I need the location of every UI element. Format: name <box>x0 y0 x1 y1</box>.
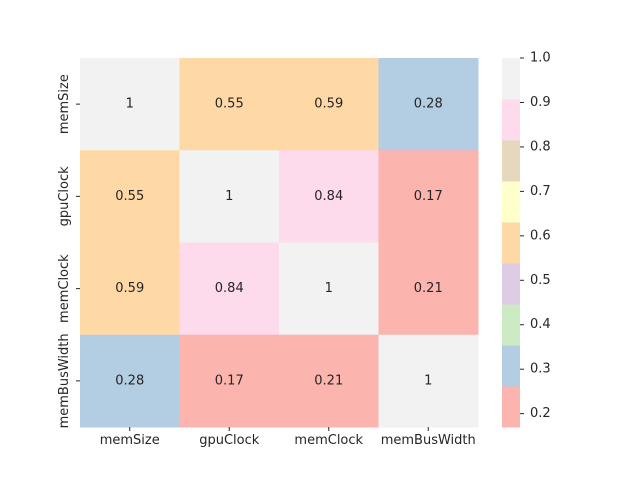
colorbar-segment <box>502 386 520 428</box>
x-tick-label: memSize <box>100 433 160 448</box>
heatmap-cell <box>378 242 479 336</box>
x-tick-label: gpuClock <box>199 433 260 448</box>
heatmap-cell <box>80 150 180 243</box>
heatmap-cell <box>179 150 280 243</box>
cell-value-label: 0.21 <box>314 373 343 388</box>
x-axis: memSize gpuClock memClock memBusWidth <box>100 427 476 448</box>
x-tick-label: memBusWidth <box>381 433 476 448</box>
colorbar-segment <box>502 140 520 182</box>
heatmap-cell-labels: 1 0.55 0.59 0.28 0.55 1 0.84 0.17 0.59 0.84 1 0.21 0… <box>115 97 442 389</box>
heatmap-cell <box>378 150 479 243</box>
colorbar-tick-label: 0.3 <box>530 362 551 377</box>
y-tick-label: memClock <box>57 254 72 323</box>
colorbar-tick-label: 0.5 <box>530 273 551 288</box>
colorbar-segment <box>502 181 520 223</box>
heatmap-cell <box>179 58 280 151</box>
cell-value-label: 0.59 <box>115 281 144 296</box>
cell-value-label: 0.84 <box>215 281 244 296</box>
heatmap-cell <box>279 150 379 243</box>
y-tick-label: memBusWidth <box>57 333 72 428</box>
cell-value-label: 1 <box>225 189 233 204</box>
cell-value-label: 1 <box>424 373 432 388</box>
heatmap-cell <box>80 334 180 428</box>
cell-value-label: 0.17 <box>414 189 443 204</box>
heatmap-cell <box>179 334 280 428</box>
cell-value-label: 0.55 <box>115 189 144 204</box>
colorbar-segment <box>502 345 520 387</box>
cell-value-label: 0.21 <box>414 281 443 296</box>
heatmap-cell <box>179 242 280 336</box>
heatmap-cell <box>80 58 180 151</box>
colorbar-tick-label: 0.2 <box>530 406 551 421</box>
cell-value-label: 0.28 <box>115 373 144 388</box>
colorbar-tick-label: 0.9 <box>530 95 551 110</box>
heatmap-cell <box>279 58 379 151</box>
colorbar-tick-label: 1.0 <box>530 51 551 66</box>
heatmap-cell <box>279 242 379 336</box>
y-tick-label: memSize <box>57 74 72 134</box>
cell-value-label: 0.84 <box>314 189 343 204</box>
heatmap-cell <box>279 334 379 428</box>
colorbar-tick-label: 0.7 <box>530 184 551 199</box>
heatmap-cells <box>80 58 479 428</box>
heatmap-cell <box>378 334 479 428</box>
y-axis: memSize gpuClock memClock memBusWidth <box>57 74 80 428</box>
colorbar-segment <box>502 304 520 346</box>
heatmap-cell <box>378 58 479 151</box>
colorbar: 0.2 0.3 0.4 0.5 0.6 0.7 0.8 0.9 1.0 <box>502 51 551 428</box>
colorbar-segment <box>502 263 520 305</box>
colorbar-segment <box>502 58 520 100</box>
colorbar-segment <box>502 222 520 264</box>
y-tick-label: gpuClock <box>57 166 72 227</box>
cell-value-label: 0.17 <box>215 373 244 388</box>
cell-value-label: 0.28 <box>414 97 443 112</box>
cell-value-label: 1 <box>126 97 134 112</box>
colorbar-tick-label: 0.8 <box>530 139 551 154</box>
cell-value-label: 0.55 <box>215 97 244 112</box>
cell-value-label: 1 <box>325 281 333 296</box>
colorbar-tick-label: 0.6 <box>530 228 551 243</box>
colorbar-tick-label: 0.4 <box>530 317 551 332</box>
cell-value-label: 0.59 <box>314 97 343 112</box>
x-tick-label: memClock <box>294 433 363 448</box>
heatmap-cell <box>80 242 180 336</box>
colorbar-segment <box>502 99 520 141</box>
